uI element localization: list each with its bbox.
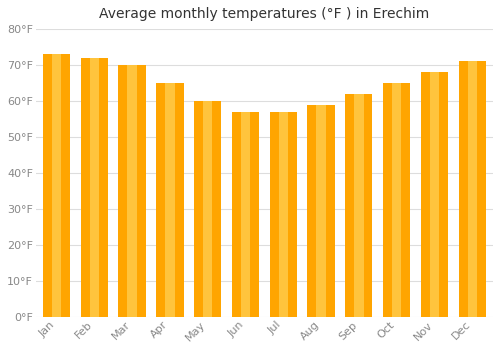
Bar: [392, 83, 402, 317]
Bar: [270, 112, 297, 317]
Bar: [430, 72, 439, 317]
Bar: [194, 101, 222, 317]
Bar: [156, 83, 184, 317]
Bar: [80, 58, 108, 317]
Bar: [118, 65, 146, 317]
Bar: [421, 72, 448, 317]
Bar: [165, 83, 174, 317]
Bar: [43, 54, 70, 317]
Bar: [128, 65, 137, 317]
Title: Average monthly temperatures (°F ) in Erechim: Average monthly temperatures (°F ) in Er…: [100, 7, 429, 21]
Bar: [383, 83, 410, 317]
Bar: [278, 112, 288, 317]
Bar: [308, 105, 334, 317]
Bar: [354, 94, 364, 317]
Bar: [203, 101, 212, 317]
Bar: [240, 112, 250, 317]
Bar: [232, 112, 259, 317]
Bar: [90, 58, 99, 317]
Bar: [468, 62, 477, 317]
Bar: [458, 62, 486, 317]
Bar: [316, 105, 326, 317]
Bar: [346, 94, 372, 317]
Bar: [52, 54, 62, 317]
